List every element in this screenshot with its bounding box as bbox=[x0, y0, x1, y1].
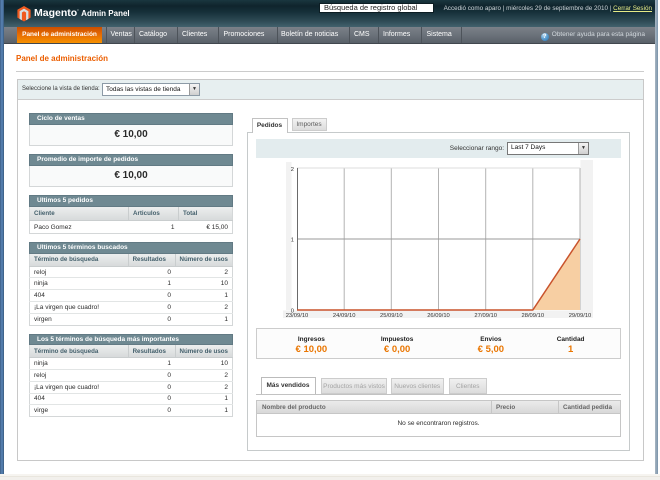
svg-text:2: 2 bbox=[291, 167, 294, 173]
svg-text:24/09/10: 24/09/10 bbox=[333, 313, 356, 318]
svg-text:29/09/10: 29/09/10 bbox=[569, 313, 592, 318]
svg-text:28/09/10: 28/09/10 bbox=[522, 313, 545, 318]
svg-text:25/09/10: 25/09/10 bbox=[380, 313, 403, 318]
svg-text:27/09/10: 27/09/10 bbox=[474, 313, 497, 318]
svg-text:0: 0 bbox=[291, 309, 294, 315]
svg-text:26/09/10: 26/09/10 bbox=[427, 313, 450, 318]
svg-text:1: 1 bbox=[291, 238, 294, 244]
svg-text:23/09/10: 23/09/10 bbox=[286, 313, 309, 318]
